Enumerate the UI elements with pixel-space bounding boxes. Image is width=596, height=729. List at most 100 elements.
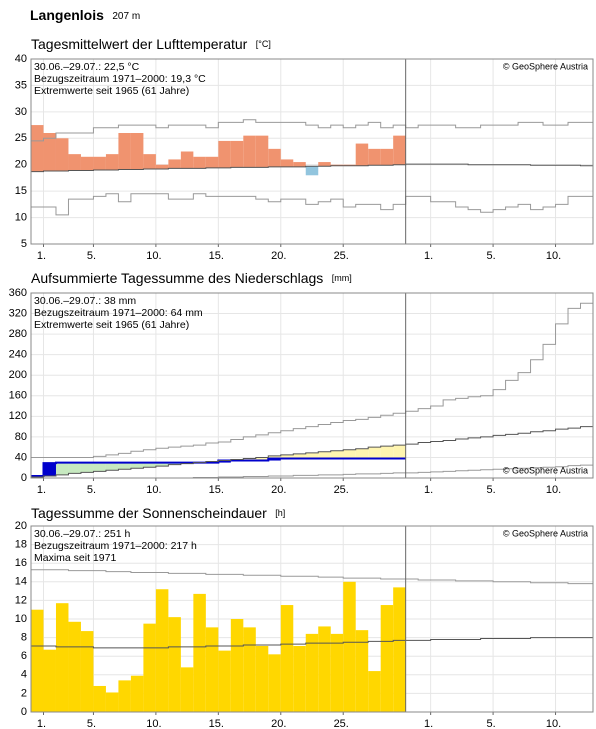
x-tick-label: 1.: [37, 484, 46, 496]
deviation-band: [68, 462, 81, 474]
bar: [305, 633, 319, 712]
unit: [mm]: [332, 273, 352, 283]
deviation-band: [318, 451, 331, 459]
legend-entry: 30.06.–29.07.: 251 h: [34, 528, 130, 540]
bar: [105, 692, 119, 712]
x-tick-label: 10.: [146, 718, 161, 729]
legend-entry: Bezugszeitraum 1971–2000: 19,3 °C: [34, 73, 206, 85]
plot-frame: [30, 58, 594, 245]
legend-entry: Maxima seit 1971: [34, 552, 116, 564]
legend-entry: Bezugszeitraum 1971–2000: 64 mm: [34, 307, 203, 319]
x-tick-label: 10.: [146, 250, 161, 262]
elevation: 207 m: [112, 11, 140, 22]
temperature-bar: [155, 164, 169, 169]
credit: © GeoSphere Austria: [503, 528, 588, 538]
y-tick-label: 35: [15, 79, 27, 91]
bar: [68, 621, 81, 712]
x-tick-label: 15.: [209, 484, 224, 496]
bar: [118, 680, 131, 712]
legend-entry: 30.06.–29.07.: 38 mm: [34, 295, 136, 307]
deviation-band: [130, 462, 144, 469]
temperature-bar: [255, 135, 269, 168]
temperature-bar: [318, 162, 331, 167]
temperature-bar: [180, 151, 194, 169]
legend-entry: Extremwerte seit 1965 (61 Jahre): [34, 319, 189, 331]
y-tick-label: 0: [21, 706, 27, 718]
legend-entry: 30.06.–29.07.: 22,5 °C: [34, 61, 140, 73]
x-tick-label: 1.: [37, 718, 46, 729]
x-tick-label: 1.: [37, 250, 46, 262]
y-tick-label: 40: [15, 53, 27, 65]
bar: [218, 650, 231, 712]
temperature-bar: [205, 156, 219, 168]
deviation-band: [380, 446, 394, 459]
temperature-bar: [393, 135, 406, 165]
x-tick-label: 10.: [146, 484, 161, 496]
extreme-max-line: [31, 119, 593, 142]
chart-title: Tagessumme der Sonnenscheindauer: [31, 505, 267, 521]
deviation-band: [343, 449, 356, 459]
temperature-bar: [380, 148, 394, 166]
credit: © GeoSphere Austria: [503, 465, 588, 475]
chart-title-row: Aufsummierte Tagessumme des Niederschlag…: [31, 270, 352, 288]
y-tick-label: 360: [9, 287, 27, 299]
deviation-band: [93, 462, 106, 472]
y-tick-label: 320: [9, 307, 27, 319]
y-tick-label: 14: [15, 576, 27, 588]
deviation-band: [143, 462, 156, 468]
chart-title: Tagesmittelwert der Lufttemperatur: [31, 36, 248, 52]
y-tick-label: 120: [9, 410, 27, 422]
bar: [343, 581, 356, 712]
y-tick-label: 0: [21, 472, 27, 484]
chart-title-row: Tagessumme der Sonnenscheindauer [h]: [31, 505, 285, 523]
legend-entry: Extremwerte seit 1965 (61 Jahre): [34, 85, 189, 97]
y-tick-label: 200: [9, 369, 27, 381]
deviation-band: [255, 457, 269, 461]
temperature-bar: [355, 143, 369, 166]
temperature-bar: [305, 166, 319, 176]
x-tick-label: 20.: [271, 718, 286, 729]
bar: [268, 654, 281, 712]
normal-line: [31, 637, 593, 649]
bar: [243, 627, 256, 712]
x-tick-label: 5.: [87, 484, 96, 496]
temperature-bar: [330, 164, 344, 166]
temperature-bar: [118, 133, 131, 170]
extreme-max-line: [31, 569, 593, 585]
bar: [330, 633, 344, 712]
temperature-bar: [368, 148, 381, 166]
deviation-band: [55, 462, 69, 475]
temperature-bar: [193, 156, 206, 169]
deviation-band: [155, 462, 169, 467]
y-tick-label: 10: [15, 211, 27, 223]
x-tick-label: 15.: [209, 718, 224, 729]
temperature-bar: [280, 159, 294, 167]
x-tick-label: 5.: [87, 718, 96, 729]
temperature-bar: [68, 154, 81, 171]
extreme-min-line: [31, 193, 593, 216]
unit: [h]: [275, 508, 285, 518]
normal-line: [31, 163, 593, 173]
temperature-bar: [130, 133, 144, 170]
y-tick-label: 5: [21, 238, 27, 250]
extreme-max-line: [31, 302, 593, 458]
deviation-band: [268, 455, 281, 459]
x-tick-label: 25.: [334, 484, 349, 496]
bar: [380, 605, 394, 712]
bar: [130, 675, 144, 712]
bar: [205, 627, 219, 712]
x-tick-label: 25.: [334, 250, 349, 262]
cumulative-line: [31, 457, 406, 477]
bar: [393, 587, 406, 712]
x-tick-label: 10.: [546, 484, 561, 496]
bar: [155, 589, 169, 712]
bar: [255, 645, 269, 712]
deviation-band: [105, 462, 119, 471]
y-tick-label: 4: [21, 669, 27, 681]
temperature-bar: [243, 135, 256, 168]
bar: [368, 671, 381, 712]
y-tick-label: 20: [15, 159, 27, 171]
bar: [55, 603, 69, 712]
y-tick-label: 2: [21, 687, 27, 699]
